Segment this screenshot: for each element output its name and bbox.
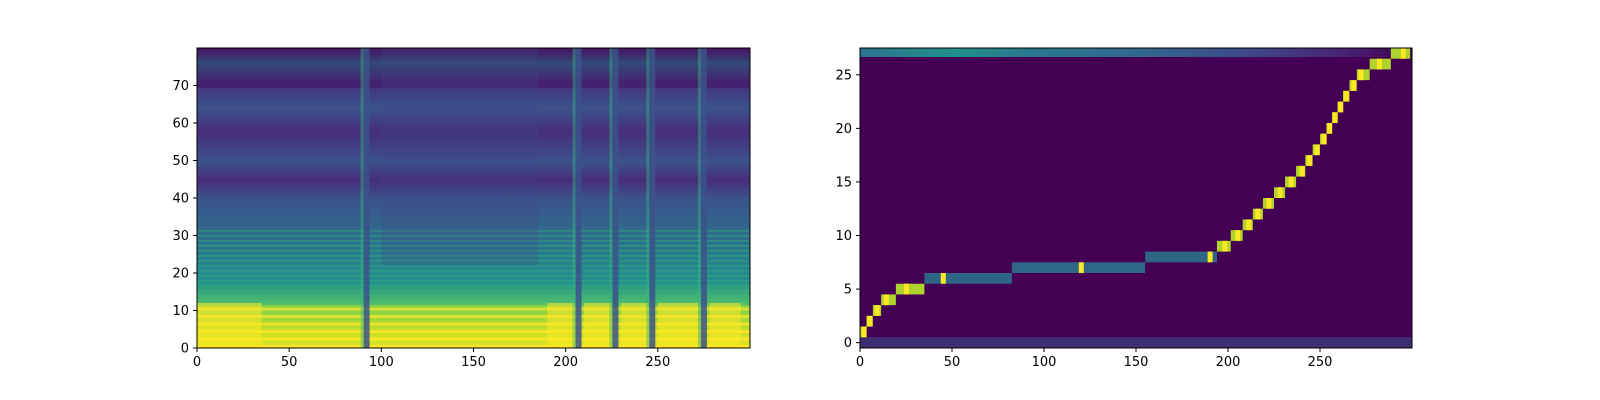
right-alignment-peak	[1207, 251, 1213, 263]
right-alignment-peak	[1255, 208, 1261, 220]
left-ticks: 0 50 100 150 200 250 0 10 20 30 40 50 60 70	[172, 79, 670, 370]
right-alignment-peak	[1376, 58, 1382, 70]
right-alignment-peak	[1222, 240, 1228, 252]
right-plot-area	[860, 48, 1412, 348]
left-gap-edge	[609, 48, 613, 348]
left-x-tick-label: 50	[281, 355, 298, 370]
right-alignment-cell	[895, 283, 925, 295]
left-dark-gap	[649, 48, 656, 348]
left-y-tick-label: 50	[172, 154, 189, 169]
right-alignment-peak	[1277, 187, 1283, 198]
right-alignment-cell	[1145, 251, 1217, 263]
right-y-tick-label: 5	[844, 283, 852, 298]
right-y-tick-label: 0	[844, 336, 852, 351]
right-alignment-peak	[1306, 155, 1312, 166]
right-x-tick-label: 250	[1308, 355, 1333, 370]
right-alignment-peak	[1299, 165, 1305, 177]
right-alignment-peak	[1358, 69, 1364, 81]
right-ticks: 0 50 100 150 200 250 0 5 10 15 20 25	[835, 68, 1332, 370]
left-bright-segment	[547, 303, 575, 348]
right-alignment-peak	[1314, 144, 1320, 156]
right-x-tick-label: 50	[944, 355, 961, 370]
left-dark-gap	[363, 48, 370, 348]
right-alignment-peak	[1321, 133, 1327, 145]
right-y-tick-label: 15	[835, 175, 852, 190]
left-y-tick-label: 20	[172, 267, 189, 282]
left-dark-gap	[575, 48, 582, 348]
right-x-tick-label: 200	[1216, 355, 1241, 370]
left-plot-area	[197, 48, 750, 348]
right-alignment-peak	[1288, 176, 1294, 188]
right-alignment-peak	[904, 283, 909, 295]
left-y-tick-label: 60	[172, 117, 189, 132]
left-gap-edge	[360, 48, 364, 348]
left-x-tick-label: 200	[553, 355, 578, 370]
right-y-tick-label: 10	[835, 229, 852, 244]
right-alignment-peak	[940, 273, 946, 284]
right-alignment-cell	[924, 273, 1012, 284]
left-y-tick-label: 10	[172, 304, 189, 319]
right-alignment-peak	[861, 326, 867, 338]
right-alignment-peak	[1400, 48, 1406, 59]
left-bright-segment	[197, 303, 262, 348]
left-x-tick-label: 250	[645, 355, 670, 370]
left-gap-edge	[572, 48, 576, 348]
right-alignment-peak	[1332, 112, 1338, 123]
right-alignment-peak	[1235, 230, 1241, 241]
right-alignment-cell	[1011, 262, 1146, 273]
left-x-tick-label: 0	[193, 355, 201, 370]
right-alignment-cell	[1390, 48, 1411, 59]
right-alignment-peak	[1338, 101, 1344, 113]
left-y-tick-label: 0	[181, 342, 189, 357]
right-x-tick-label: 100	[1032, 355, 1057, 370]
right-alignment-peak	[1343, 90, 1349, 102]
right-alignment-peak	[1078, 262, 1084, 273]
right-alignment-peak	[883, 294, 889, 306]
right-alignment-peak	[1327, 123, 1333, 134]
right-alignment-peak	[874, 305, 880, 316]
left-x-tick-label: 100	[369, 355, 394, 370]
left-dark-gap	[700, 48, 707, 348]
left-y-tick-label: 40	[172, 192, 189, 207]
left-y-tick-label: 30	[172, 229, 189, 244]
left-dark-gap	[612, 48, 619, 348]
left-x-tick-label: 150	[461, 355, 486, 370]
right-alignment-peak	[1351, 80, 1357, 91]
right-alignment-peak	[1246, 219, 1252, 231]
left-bright-segment	[584, 303, 612, 348]
right-y-tick-label: 25	[835, 68, 852, 83]
left-gap-edge	[697, 48, 701, 348]
right-alignment-peak	[867, 315, 873, 327]
left-mid-region	[381, 48, 539, 266]
left-bright-segment	[709, 303, 741, 348]
right-x-tick-label: 150	[1124, 355, 1149, 370]
left-bright-segment	[657, 303, 699, 348]
right-y-tick-label: 20	[835, 122, 852, 137]
left-bright-segment	[620, 303, 649, 348]
right-alignment-peak	[1266, 198, 1272, 209]
right-x-tick-label: 0	[856, 355, 864, 370]
left-gap-edge	[646, 48, 650, 348]
left-y-tick-label: 70	[172, 79, 189, 94]
